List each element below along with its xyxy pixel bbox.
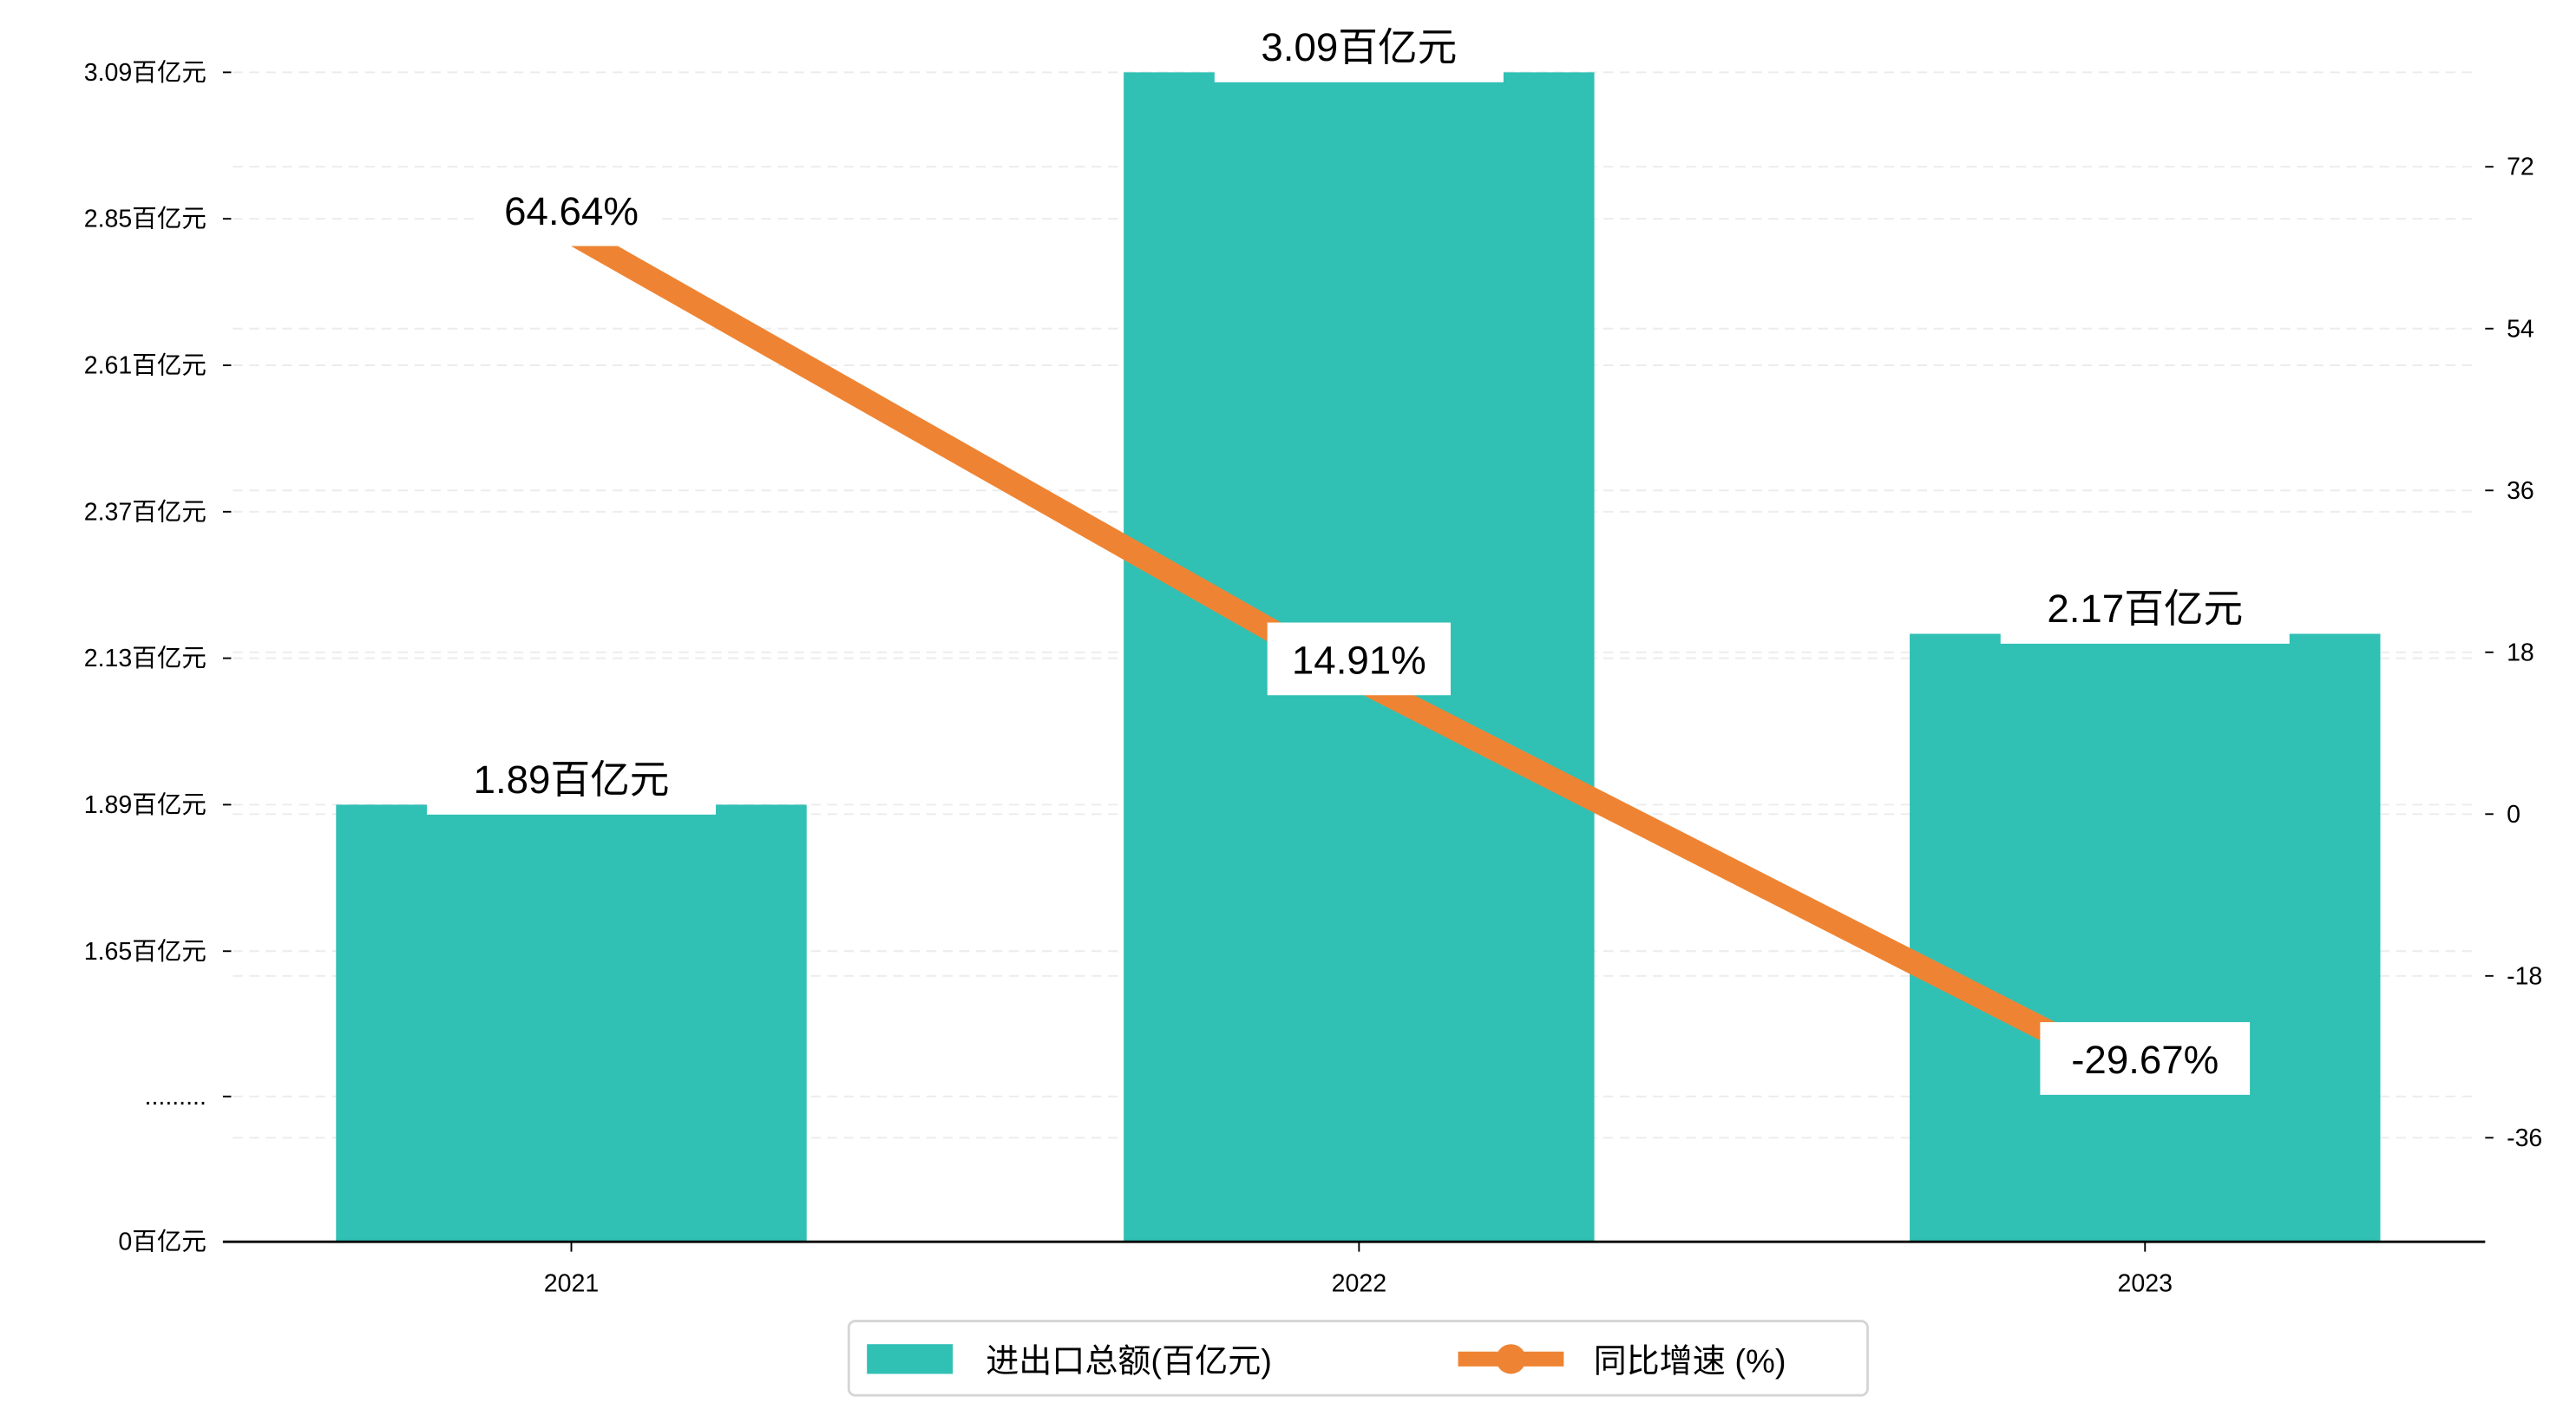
right-tick-label: -18 [2507,962,2542,990]
left-tick-label: 1.89百亿元 [84,791,206,819]
left-tick-label: 2.37百亿元 [84,498,206,526]
bar-value-label-box [1214,10,1504,82]
x-tick-label: 2023 [2118,1269,2173,1297]
left-tick-label: 2.85百亿元 [84,206,206,233]
bars [336,72,2381,1242]
right-tick-label: 72 [2507,154,2534,181]
growth-value-label-box [2040,1022,2251,1095]
bar-value-label: 1.89百亿元 [474,757,670,802]
bar-value-label: 2.17百亿元 [2047,587,2243,631]
bar [336,804,807,1242]
legend-bar-swatch [867,1344,954,1374]
growth-value-label: -29.67% [2071,1038,2219,1082]
legend-line-label: 同比增速 (%) [1594,1344,1786,1380]
right-tick-label: 18 [2507,639,2534,666]
data-labels: 1.89百亿元 3.09百亿元 2.17百亿元 64.64% 14.91% -29.67% [426,10,2290,1095]
bar-value-label: 3.09百亿元 [1261,25,1457,69]
left-tick-label: 2.13百亿元 [84,645,206,672]
right-tick-label: 36 [2507,477,2534,505]
legend: 进出口总额(百亿元) 同比增速 (%) [847,1320,1869,1397]
legend-line-marker [1496,1344,1526,1374]
bar-value-label-box [426,742,717,815]
growth-value-label: 14.91% [1292,639,1426,683]
growth-value-label-box [480,173,663,246]
right-tick-label: 0 [2507,801,2520,829]
right-tick-label: -36 [2507,1124,2542,1152]
x-tick-label: 2021 [544,1269,599,1297]
growth-value-label: 64.64% [504,189,639,233]
bar-value-label-box [2000,571,2290,644]
growth-value-label-box [1267,622,1451,696]
left-tick-label: 3.09百亿元 [84,59,206,87]
right-tick-label: 54 [2507,315,2534,343]
bar [1910,633,2381,1242]
left-tick-label: ......... [145,1083,206,1111]
left-tick-label: 0百亿元 [118,1229,206,1256]
axes: 0百亿元......... 1.65百亿元 1.89百亿元 2.13百亿元 2.37百亿… [84,59,2543,1297]
left-tick-label: 1.65百亿元 [84,938,206,966]
x-tick-label: 2022 [1332,1269,1386,1297]
left-tick-label: 2.61百亿元 [84,352,206,380]
legend-bar-label: 进出口总额(百亿元) [986,1344,1272,1380]
